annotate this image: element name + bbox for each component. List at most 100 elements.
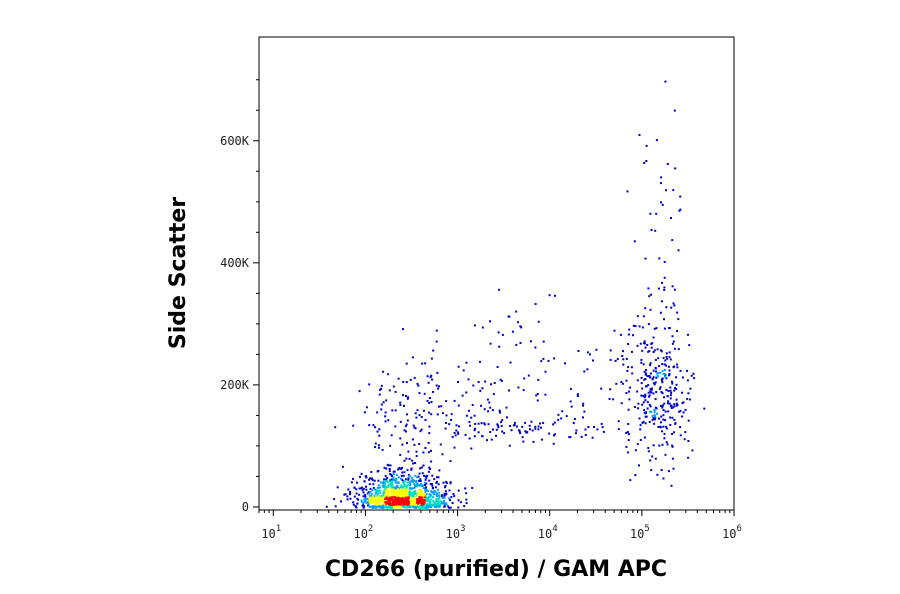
data-point <box>410 492 413 495</box>
data-point <box>645 385 648 388</box>
data-point <box>427 496 430 499</box>
data-point <box>660 415 663 418</box>
data-point <box>687 392 690 395</box>
data-point <box>584 434 587 436</box>
data-point <box>415 480 418 482</box>
data-point <box>420 466 423 469</box>
data-point <box>420 494 423 497</box>
data-point <box>609 358 612 361</box>
data-point <box>437 476 440 479</box>
data-point <box>652 444 655 447</box>
data-point <box>669 386 672 389</box>
data-point <box>416 482 419 485</box>
data-point <box>358 390 361 393</box>
data-point <box>440 502 443 505</box>
data-point <box>609 388 612 391</box>
data-point <box>620 402 623 405</box>
data-point <box>377 444 380 447</box>
data-point <box>415 450 418 453</box>
data-point <box>666 163 669 165</box>
data-point <box>649 364 651 367</box>
data-point <box>400 491 403 494</box>
data-point <box>645 144 648 147</box>
data-point <box>411 356 414 359</box>
data-point <box>627 366 630 369</box>
data-point <box>640 394 643 397</box>
data-point <box>429 468 432 470</box>
data-point <box>439 500 442 503</box>
data-point <box>401 504 404 507</box>
data-point <box>411 459 414 462</box>
data-point <box>448 506 450 509</box>
data-point <box>366 497 369 500</box>
data-point <box>472 384 475 387</box>
data-point <box>392 477 395 480</box>
data-point <box>406 469 409 472</box>
data-point <box>640 376 643 379</box>
data-point <box>495 428 498 431</box>
data-point <box>655 139 658 142</box>
data-point <box>665 364 668 367</box>
data-point <box>644 257 647 260</box>
data-point <box>661 203 664 206</box>
data-point <box>352 424 355 427</box>
data-point <box>644 399 647 402</box>
data-point <box>659 386 662 389</box>
data-point <box>422 502 425 505</box>
data-point <box>437 503 440 506</box>
data-point <box>449 499 451 501</box>
data-point <box>376 486 379 489</box>
data-point <box>425 493 428 496</box>
data-point <box>653 414 656 417</box>
data-point <box>429 483 432 485</box>
data-point <box>519 325 522 328</box>
data-point <box>425 482 428 485</box>
data-point <box>376 491 379 494</box>
data-point <box>644 307 647 310</box>
data-point <box>429 503 432 506</box>
data-point <box>410 487 413 490</box>
data-point <box>431 503 434 506</box>
data-point <box>410 480 413 483</box>
data-point <box>382 496 384 499</box>
data-point <box>460 501 462 504</box>
data-point <box>703 407 706 410</box>
data-point <box>646 344 649 346</box>
data-point <box>677 318 680 321</box>
data-point <box>654 358 657 361</box>
data-point <box>441 412 444 415</box>
data-point <box>412 495 415 498</box>
data-point <box>422 451 425 454</box>
data-point <box>583 370 586 373</box>
data-point <box>480 422 483 425</box>
data-point <box>410 467 413 470</box>
data-point <box>647 391 650 394</box>
data-point <box>388 468 391 470</box>
data-point <box>675 388 678 390</box>
data-point <box>515 310 518 313</box>
data-point <box>403 429 406 432</box>
data-point <box>644 394 647 397</box>
data-point <box>369 495 371 498</box>
data-point <box>352 501 355 504</box>
data-point <box>666 357 669 360</box>
data-point <box>419 501 422 504</box>
data-point <box>398 494 400 497</box>
data-point <box>428 425 431 428</box>
data-point <box>663 318 665 321</box>
data-point <box>644 378 647 380</box>
data-point <box>368 478 371 481</box>
data-point <box>663 363 666 366</box>
data-point <box>395 496 397 499</box>
data-point <box>626 190 629 193</box>
data-point <box>397 377 400 380</box>
data-point <box>415 503 418 506</box>
data-point <box>498 345 501 348</box>
data-point <box>649 372 652 375</box>
data-point <box>377 498 380 501</box>
data-point <box>379 506 381 509</box>
data-point <box>368 498 371 501</box>
data-point <box>344 493 347 496</box>
data-point <box>403 471 406 474</box>
data-point <box>347 488 350 491</box>
